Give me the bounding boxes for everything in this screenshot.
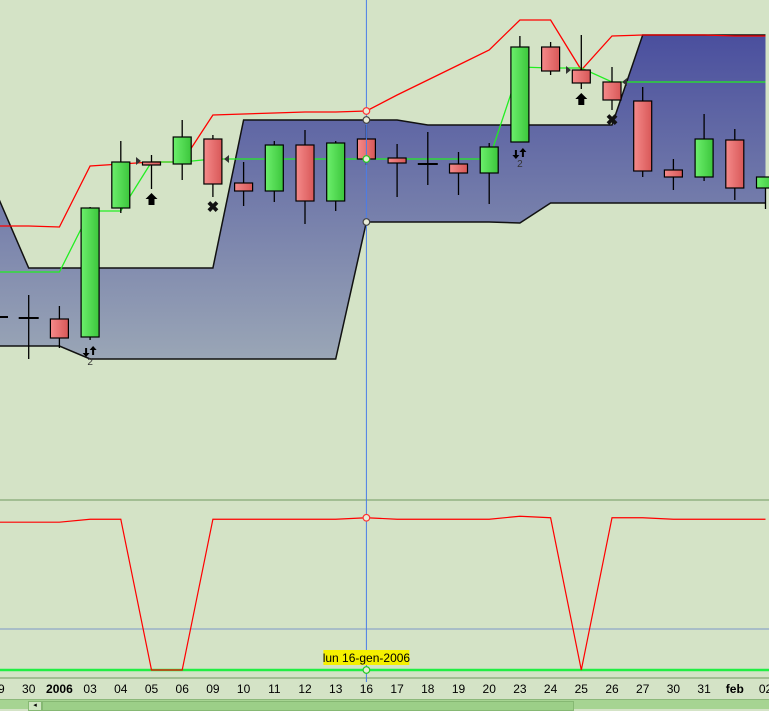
date-tick-label: 27 bbox=[636, 682, 650, 696]
trail-marker-icon bbox=[566, 66, 571, 74]
buy-arrow-icon bbox=[575, 93, 587, 105]
date-tick-label: 18 bbox=[421, 682, 435, 696]
bear-candle-body bbox=[143, 162, 161, 165]
bull-candle-body bbox=[112, 162, 130, 208]
date-tick-label: 26 bbox=[605, 682, 619, 696]
date-tick-label: 16 bbox=[360, 682, 374, 696]
bear-candle-body bbox=[450, 164, 468, 173]
bear-candle-body bbox=[603, 82, 621, 100]
bull-candle-body bbox=[695, 139, 713, 177]
bear-candle-body bbox=[388, 158, 406, 163]
bear-candle-body bbox=[726, 140, 744, 188]
band-lower-marker bbox=[363, 219, 370, 226]
band-upper-marker bbox=[363, 117, 370, 124]
candle-24 bbox=[542, 42, 560, 75]
trail-marker-icon bbox=[224, 155, 229, 163]
candle-27 bbox=[634, 87, 652, 177]
date-tick-label: 03 bbox=[83, 682, 97, 696]
bear-candle-body bbox=[634, 101, 652, 171]
date-tick-label: 17 bbox=[390, 682, 404, 696]
bull-candle-body bbox=[511, 47, 529, 142]
mid-point-marker bbox=[363, 156, 370, 163]
bear-candle-body bbox=[542, 47, 560, 71]
candle-03 bbox=[81, 207, 99, 340]
bear-candle-body bbox=[50, 319, 68, 338]
crosshair bbox=[363, 0, 370, 682]
date-tick-label: 25 bbox=[575, 682, 589, 696]
exit-x-icon: ✖ bbox=[606, 112, 619, 129]
trail-marker-icon bbox=[622, 78, 627, 86]
candle-06 bbox=[173, 120, 191, 180]
bull-candle-body bbox=[81, 208, 99, 337]
bull-candle-body bbox=[327, 143, 345, 201]
date-tick-label: 2006 bbox=[46, 682, 73, 696]
bear-candle-body bbox=[572, 70, 590, 83]
candle-04 bbox=[112, 141, 130, 213]
date-tick-label: 20 bbox=[483, 682, 497, 696]
bear-candle-body bbox=[296, 145, 314, 201]
bear-candle-body bbox=[235, 183, 253, 191]
upper-point-marker bbox=[363, 108, 370, 115]
date-tick-label: 12 bbox=[298, 682, 312, 696]
date-tick-label: 24 bbox=[544, 682, 558, 696]
bear-candle-body bbox=[204, 139, 222, 184]
date-tick-label: 29 bbox=[0, 682, 5, 696]
candle-09 bbox=[204, 135, 222, 197]
candle-26 bbox=[603, 67, 621, 110]
date-tick-label: feb bbox=[726, 682, 744, 696]
bull-candle-body bbox=[265, 145, 283, 191]
date-tick-label: 30 bbox=[22, 682, 36, 696]
date-tick-label: 31 bbox=[697, 682, 711, 696]
signal-count: 2 bbox=[87, 357, 93, 368]
bull-candle-body bbox=[173, 137, 191, 164]
date-tick-label: 05 bbox=[145, 682, 159, 696]
oscillator-line bbox=[0, 516, 766, 670]
date-tick-label: 09 bbox=[206, 682, 220, 696]
candle-23 bbox=[511, 36, 529, 142]
signal-count: 2 bbox=[517, 159, 523, 170]
candle-13 bbox=[327, 141, 345, 211]
buy-arrow-icon bbox=[146, 193, 158, 205]
trail-marker-icon bbox=[136, 157, 141, 165]
date-tick-label: 04 bbox=[114, 682, 128, 696]
date-tick-label: 10 bbox=[237, 682, 251, 696]
date-axis: 29 30 2006 03 04 05 06 09 10 11 12 13 16 17 18 19 20 23 24… bbox=[0, 650, 769, 696]
exit-x-icon: ✖ bbox=[207, 199, 220, 216]
bull-candle-body bbox=[480, 147, 498, 173]
bear-candle-body bbox=[664, 170, 682, 177]
scroll-left-button[interactable]: ◂ bbox=[28, 701, 42, 711]
osc-zero-marker bbox=[363, 667, 370, 674]
osc-point-marker bbox=[363, 514, 370, 521]
candle-25 bbox=[572, 35, 590, 89]
date-tick-label: 13 bbox=[329, 682, 343, 696]
bull-candle-body bbox=[757, 177, 769, 188]
crosshair-date-label: lun 16-gen-2006 bbox=[323, 651, 411, 665]
date-tick-label: 11 bbox=[268, 682, 281, 696]
date-tick-label: 19 bbox=[452, 682, 466, 696]
date-tick-label: 30 bbox=[667, 682, 681, 696]
date-tick-label: 02 bbox=[759, 682, 769, 696]
date-tick-label: 23 bbox=[513, 682, 527, 696]
scroll-thumb[interactable] bbox=[42, 701, 574, 711]
date-tick-label: 06 bbox=[176, 682, 190, 696]
